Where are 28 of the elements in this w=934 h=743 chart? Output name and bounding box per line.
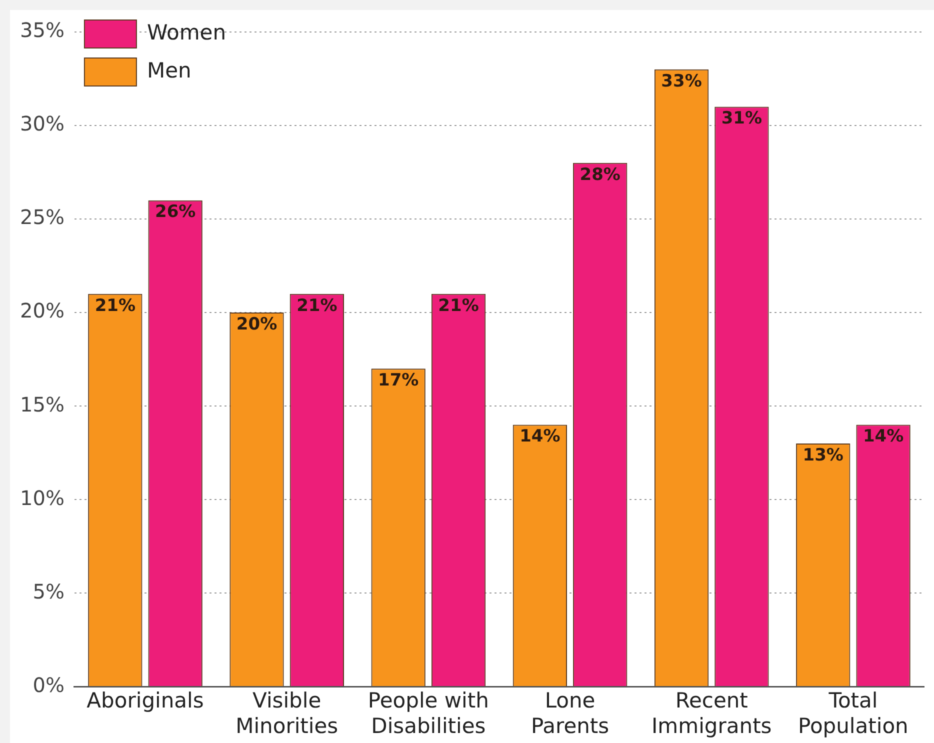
x-tick-label: Lone Parents bbox=[530, 688, 610, 738]
data-label: 13% bbox=[802, 445, 844, 466]
data-label: 28% bbox=[580, 164, 620, 185]
y-tick-label: 15% bbox=[20, 392, 64, 416]
x-tick-label: Visible Minorities bbox=[236, 688, 338, 738]
y-tick-label: 25% bbox=[20, 205, 64, 230]
y-tick-label: 10% bbox=[20, 486, 64, 510]
data-label: 14% bbox=[862, 426, 904, 447]
y-tick-label: 35% bbox=[20, 18, 64, 42]
data-label: 20% bbox=[236, 314, 278, 334]
data-label: 21% bbox=[296, 296, 338, 316]
y-tick-label: 0% bbox=[32, 672, 64, 697]
data-label: 26% bbox=[154, 202, 196, 222]
x-tick-label: People with Disabilities bbox=[368, 688, 489, 738]
y-tick-label: 5% bbox=[32, 579, 64, 604]
y-tick-label: 30% bbox=[20, 112, 64, 136]
y-tick-label: 20% bbox=[20, 298, 64, 323]
x-tick-label: Total Population bbox=[798, 688, 908, 738]
data-label: 17% bbox=[378, 370, 419, 391]
legend-label: Men bbox=[146, 58, 192, 82]
data-label: 33% bbox=[661, 71, 702, 92]
data-label: 14% bbox=[520, 426, 560, 447]
data-label: 31% bbox=[721, 108, 762, 129]
data-label: 21% bbox=[94, 296, 136, 316]
x-tick-label: Recent Immigrants bbox=[651, 688, 772, 738]
x-tick-label: Aboriginals bbox=[86, 688, 204, 713]
legend-label: Women bbox=[146, 20, 226, 44]
data-label: 21% bbox=[438, 296, 479, 316]
